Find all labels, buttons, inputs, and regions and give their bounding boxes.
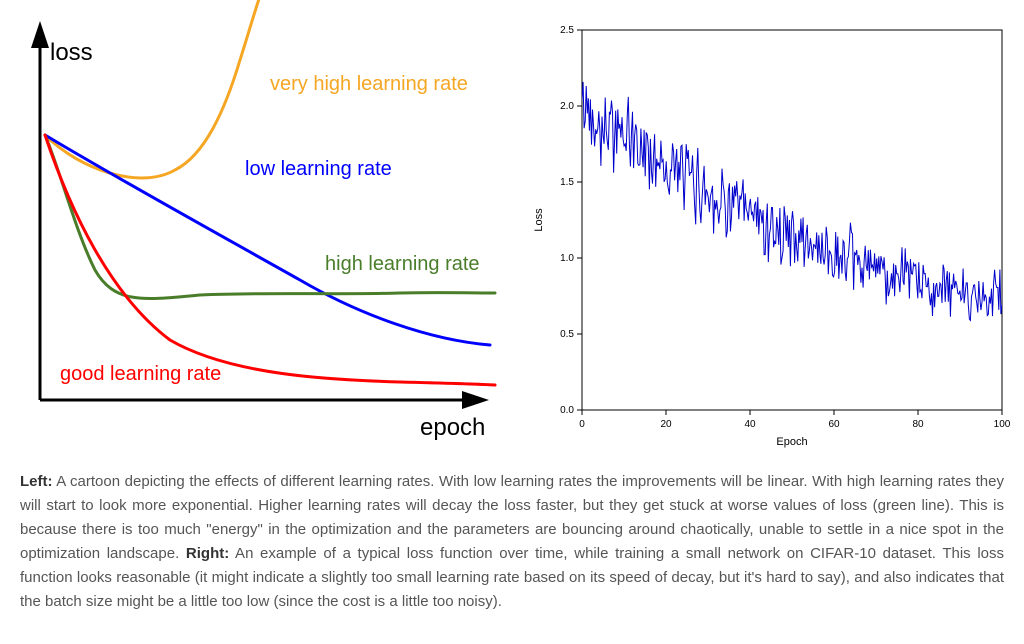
right-chart-svg: 0 20 40 60 80 100 0.0 0.5 1.0 1.5 2.0 2.5 Epoch Loss [512, 0, 1024, 460]
svg-text:1.5: 1.5 [560, 177, 574, 188]
svg-text:0.5: 0.5 [560, 329, 574, 340]
svg-text:good learning rate: good learning rate [60, 363, 221, 385]
svg-text:loss: loss [50, 39, 93, 66]
svg-text:low learning rate: low learning rate [245, 158, 392, 180]
svg-text:40: 40 [744, 419, 756, 430]
figure-caption: Left: A cartoon depicting the effects of… [0, 460, 1024, 624]
svg-text:1.0: 1.0 [560, 253, 574, 264]
svg-text:2.0: 2.0 [560, 101, 574, 112]
svg-text:80: 80 [912, 419, 924, 430]
figure-container: { "left_chart": { "type": "line-schemati… [0, 0, 1024, 644]
svg-text:0: 0 [579, 419, 585, 430]
svg-text:epoch: epoch [420, 414, 485, 441]
svg-text:0.0: 0.0 [560, 405, 574, 416]
svg-text:Loss: Loss [533, 208, 545, 232]
svg-text:high learning rate: high learning rate [325, 253, 480, 275]
svg-text:60: 60 [828, 419, 840, 430]
charts-row: loss epoch very high learning rate low lear… [0, 0, 1024, 460]
svg-text:100: 100 [994, 419, 1011, 430]
left-chart-svg: loss epoch very high learning rate low lear… [0, 0, 512, 460]
svg-text:20: 20 [660, 419, 672, 430]
caption-right-bold: Right: [186, 545, 229, 562]
caption-left-bold: Left: [20, 473, 53, 490]
right-loss-chart: 0 20 40 60 80 100 0.0 0.5 1.0 1.5 2.0 2.5 Epoch Loss [512, 0, 1024, 460]
left-cartoon-chart: loss epoch very high learning rate low lear… [0, 0, 512, 460]
svg-text:2.5: 2.5 [560, 25, 574, 36]
svg-text:very high learning rate: very high learning rate [270, 73, 468, 95]
svg-text:Epoch: Epoch [776, 436, 807, 448]
